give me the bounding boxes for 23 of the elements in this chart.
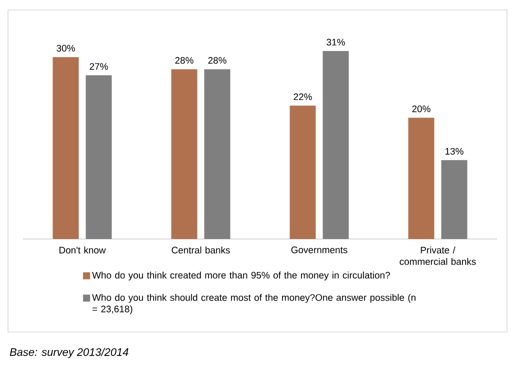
x-tick-label: Governments <box>291 246 348 254</box>
x-tick-label: Don't know <box>60 246 106 254</box>
data-label: 30% <box>56 44 75 52</box>
legend-label: Who do you think created more than 95% of the money in circulation? <box>92 272 390 280</box>
bar <box>408 118 434 239</box>
bar <box>290 106 316 239</box>
data-label: 20% <box>412 106 430 112</box>
bar <box>441 160 468 239</box>
text: Base: survey 2013/2014 <box>10 348 128 358</box>
data-label: 27% <box>90 63 108 70</box>
data-label: 31% <box>326 38 345 46</box>
bar <box>171 69 198 239</box>
data-label: 28% <box>208 57 226 64</box>
bar <box>204 69 230 239</box>
data-label: 28% <box>175 57 194 64</box>
x-tick-label: Central banks <box>172 246 230 254</box>
bar <box>322 51 349 239</box>
data-label: 13% <box>446 148 464 155</box>
x-tick-label: Private / commercial banks <box>400 246 476 265</box>
bar <box>86 75 112 239</box>
legend-label: Who do you think should create most of the money?One answer possible (n = 23,618) <box>92 294 416 314</box>
bar <box>52 57 79 239</box>
data-label: 22% <box>294 93 312 100</box>
